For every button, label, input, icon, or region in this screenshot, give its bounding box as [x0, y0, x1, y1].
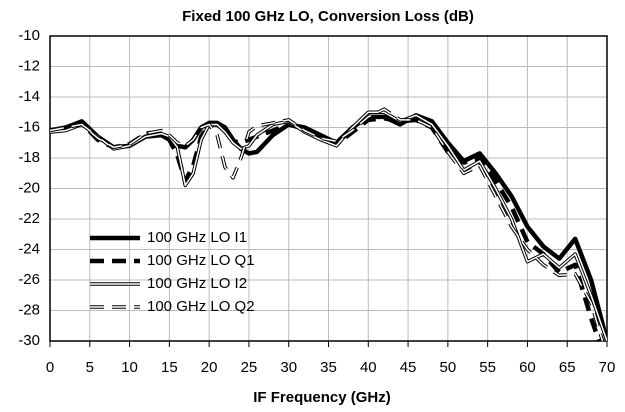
x-tick-label: 35 — [320, 359, 337, 376]
x-axis-label: IF Frequency (GHz) — [253, 389, 391, 406]
x-tick-label: 55 — [479, 359, 496, 376]
x-tick-label: 50 — [440, 359, 457, 376]
y-tick-label: -10 — [18, 27, 40, 44]
y-tick-label: -14 — [18, 88, 40, 105]
x-tick-label: 0 — [46, 359, 54, 376]
x-tick-label: 20 — [201, 359, 218, 376]
y-tick-label: -16 — [18, 118, 40, 135]
plot-frame — [49, 35, 608, 342]
y-tick-label: -28 — [18, 301, 40, 318]
x-tick-label: 10 — [121, 359, 138, 376]
series-line-inner — [50, 108, 604, 341]
x-tick-label: 70 — [599, 359, 616, 376]
x-tick-label: 5 — [86, 359, 94, 376]
y-tick-label: -30 — [18, 332, 40, 349]
x-tick-label: 60 — [519, 359, 536, 376]
y-tick-label: -24 — [18, 240, 40, 257]
plot-area — [50, 107, 607, 341]
legend-label: 100 GHz LO I2 — [147, 275, 247, 292]
legend-label: 100 GHz LO Q1 — [147, 252, 255, 269]
legend-label: 100 GHz LO Q2 — [147, 298, 255, 315]
y-tick-label: -20 — [18, 179, 40, 196]
y-tick-label: -26 — [18, 271, 40, 288]
x-tick-label: 65 — [559, 359, 576, 376]
y-tick-label: -18 — [18, 149, 40, 166]
x-tick-label: 45 — [400, 359, 417, 376]
x-tick-label: 30 — [280, 359, 297, 376]
chart-title: Fixed 100 GHz LO, Conversion Loss (dB) — [182, 8, 474, 25]
legend-label: 100 GHz LO I1 — [147, 229, 247, 246]
x-tick-label: 15 — [161, 359, 178, 376]
y-tick-label: -22 — [18, 210, 40, 227]
x-tick-label: 40 — [360, 359, 377, 376]
y-tick-label: -12 — [18, 57, 40, 74]
x-tick-label: 25 — [241, 359, 258, 376]
series-line-inner — [50, 111, 607, 341]
